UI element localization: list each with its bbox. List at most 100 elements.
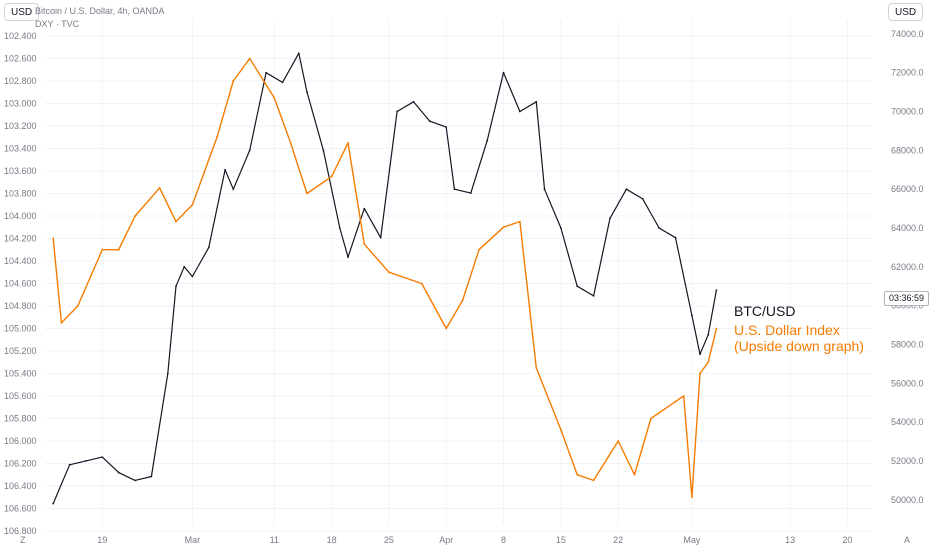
btc-point [85,460,87,462]
left-tick-label: 103.600 [4,166,37,176]
right-tick-label: 68000.0 [891,145,924,155]
btc-point [248,149,251,152]
btc-point [428,120,431,123]
left-tick-label: 102.800 [4,76,37,86]
dxy-point [216,136,218,139]
btc-point [281,81,284,84]
currency-button-left[interactable]: USD [4,3,40,21]
dxy-point [117,248,120,251]
right-tick-label: 62000.0 [891,262,924,272]
btc-point [379,236,382,239]
x-tick-label: 13 [785,535,795,545]
dxy-point [289,142,292,144]
btc-point [68,463,71,466]
dxy-series-line [52,57,718,498]
dxy-point [519,220,521,223]
left-tick-label: 106.600 [4,504,37,514]
btc-point [224,168,227,171]
left-tick-label: 103.400 [4,144,37,154]
btc-point [543,188,546,191]
btc-point [592,295,595,297]
dxy-point [535,367,538,369]
x-axis: 19 Mar 11 18 25 Apr 8 15 22 May 13 20 [97,535,852,545]
btc-point [625,188,628,191]
btc-point [412,100,415,103]
right-tick-label: 58000.0 [891,339,924,349]
right-tick-label: 70000.0 [891,107,924,117]
btc-point [322,149,325,152]
dxy-point [134,215,137,217]
currency-button-right[interactable]: USD [888,3,924,21]
overlay-legend[interactable]: DXY · TVC [35,19,80,29]
zoom-toggle[interactable]: Z [20,535,26,545]
left-tick-label: 105.400 [4,369,37,379]
dxy-point [560,428,562,431]
left-tick-label: 104.000 [4,211,37,221]
right-tick-label: 50000.0 [891,495,924,505]
dxy-point [699,372,701,375]
dxy-point [633,473,636,476]
left-axis: 102.400 102.600 102.800 103.000 103.200 103.4… [4,31,37,536]
btc-point [519,110,521,113]
dxy-point [445,327,448,330]
dxy-point [707,361,710,364]
btc-point [150,475,153,478]
btc-point [183,265,186,268]
dxy-point [404,277,407,279]
x-tick-label: 8 [501,535,506,545]
dxy-point [158,187,161,189]
btc-annotation: BTC/USD [734,303,796,319]
btc-point [117,471,120,474]
btc-point [560,227,562,229]
btc-point [363,207,366,210]
dxy-point [273,97,276,99]
btc-point [609,217,611,220]
dxy-point [388,271,390,274]
dxy-point [76,305,79,307]
left-tick-label: 103.800 [4,189,37,199]
auto-scale-toggle[interactable]: A [904,535,911,545]
dxy-point [248,57,251,60]
dxy-point [617,440,620,442]
dxy-annotation-line1: U.S. Dollar Index [734,322,840,338]
btc-point [715,289,718,291]
dxy-point [592,479,595,482]
dxy-point [175,220,177,223]
dxy-point [691,496,693,499]
dxy-point [461,299,464,302]
dxy-annotation-line2: (Upside down graph) [734,338,864,354]
x-tick-label: 18 [327,535,337,545]
right-tick-label: 66000.0 [891,184,924,194]
symbol-legend[interactable]: Bitcoin / U.S. Dollar, 4h, OANDA [35,6,165,16]
left-tick-label: 106.800 [4,526,37,536]
btc-point [453,188,456,191]
btc-point [486,139,489,142]
dxy-point [420,282,423,285]
dxy-point [101,248,104,251]
btc-point [691,314,693,317]
right-tick-label: 54000.0 [891,417,924,427]
x-tick-label: 20 [842,535,852,545]
right-axis: 74000.0 72000.0 70000.0 68000.0 66000.0 64000… [891,29,924,505]
left-tick-label: 106.400 [4,481,37,491]
dxy-point [576,473,579,476]
dxy-point [650,417,652,420]
left-tick-label: 104.200 [4,234,37,244]
left-tick-label: 103.200 [4,121,37,131]
btc-point [641,198,644,200]
left-tick-label: 104.800 [4,301,37,311]
btc-point [535,100,538,103]
dxy-point [52,237,55,240]
btc-point [338,227,341,229]
btc-point [191,275,194,278]
left-tick-label: 104.400 [4,256,37,266]
left-tick-label: 104.600 [4,279,37,289]
right-tick-label: 74000.0 [891,29,924,39]
dxy-point [232,80,235,82]
left-tick-label: 105.200 [4,346,37,356]
btc-point [175,285,177,288]
x-tick-label: Mar [185,535,201,545]
btc-point [101,456,104,458]
